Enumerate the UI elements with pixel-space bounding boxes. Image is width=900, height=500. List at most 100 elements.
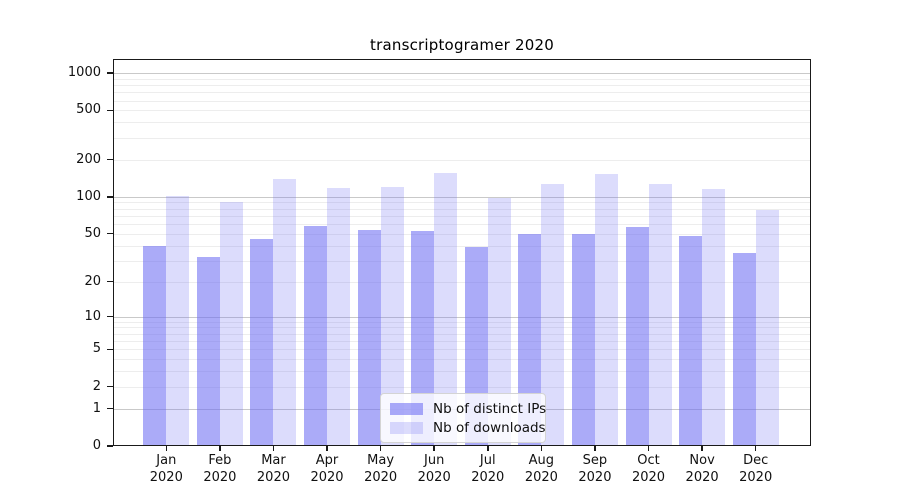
x-tick-mark-oct-2020 (647, 446, 650, 451)
minor-gridline-600 (113, 100, 811, 102)
bar-nb-of-downloads-may-2020 (380, 187, 404, 446)
bar-nb-of-downloads-jul-2020 (487, 197, 511, 446)
major-gridline-1000 (113, 73, 811, 74)
minor-gridline-70 (113, 215, 811, 217)
x-tick-label-oct-2020: Oct 2020 (631, 453, 666, 485)
x-tick-mark-jan-2020 (165, 446, 168, 451)
bar-nb-of-downloads-oct-2020 (648, 183, 672, 446)
bar-nb-of-downloads-nov-2020 (702, 188, 726, 446)
bar-nb-of-distinct-ips-oct-2020 (625, 226, 649, 446)
bar-nb-of-distinct-ips-nov-2020 (679, 235, 703, 446)
minor-gridline-8 (113, 327, 811, 329)
x-tick-mark-jun-2020 (433, 446, 435, 451)
minor-gridline-500 (113, 110, 811, 112)
bar-nb-of-downloads-feb-2020 (219, 201, 243, 446)
y-tick-label-50: 50 (84, 225, 101, 241)
minor-gridline-800 (113, 85, 811, 87)
bar-nb-of-distinct-ips-aug-2020 (518, 233, 542, 446)
x-tick-label-mar-2020: Mar 2020 (256, 453, 290, 485)
y-tick-mark-0 (107, 445, 113, 447)
y-tick-mark-100 (107, 196, 113, 198)
legend-swatch-distinct-ips (390, 402, 423, 415)
bar-nb-of-distinct-ips-sep-2020 (571, 233, 595, 446)
y-tick-label-0: 0 (92, 438, 101, 453)
y-tick-label-5: 5 (92, 341, 101, 357)
bar-nb-of-downloads-jun-2020 (434, 172, 458, 446)
legend-swatch-downloads (390, 421, 423, 434)
y-tick-mark-500 (107, 109, 113, 112)
x-tick-mark-jul-2020 (487, 446, 489, 451)
minor-gridline-3 (113, 371, 811, 373)
bar-nb-of-distinct-ips-dec-2020 (732, 252, 756, 446)
minor-gridline-90 (113, 202, 811, 204)
bar-nb-of-downloads-jan-2020 (166, 195, 190, 446)
y-tick-label-100: 100 (76, 188, 101, 204)
x-tick-label-jan-2020: Jan 2020 (149, 453, 183, 485)
minor-gridline-5 (113, 349, 811, 351)
x-tick-mark-mar-2020 (272, 446, 275, 451)
minor-gridline-80 (113, 208, 811, 210)
bar-nb-of-distinct-ips-mar-2020 (250, 239, 274, 446)
minor-gridline-7 (113, 333, 811, 335)
bar-nb-of-downloads-dec-2020 (755, 210, 779, 446)
x-tick-label-may-2020: May 2020 (364, 453, 398, 485)
minor-gridline-2 (113, 386, 811, 388)
bar-nb-of-downloads-mar-2020 (273, 178, 297, 446)
x-tick-mark-sep-2020 (594, 446, 596, 451)
minor-gridline-200 (113, 159, 811, 161)
y-tick-mark-2 (107, 385, 113, 388)
minor-gridline-30 (113, 260, 811, 262)
legend-item-downloads: Nb of downloads (390, 418, 546, 437)
x-tick-mark-feb-2020 (219, 446, 221, 451)
y-tick-mark-1 (107, 407, 113, 410)
legend-label-distinct-ips: Nb of distinct IPs (433, 400, 547, 417)
bar-nb-of-distinct-ips-feb-2020 (196, 257, 220, 446)
y-tick-mark-50 (107, 232, 113, 235)
x-tick-label-jul-2020: Jul 2020 (471, 453, 505, 485)
bar-nb-of-distinct-ips-jun-2020 (411, 230, 435, 446)
x-tick-label-sep-2020: Sep 2020 (578, 453, 612, 485)
chart-title: transcriptogramer 2020 (370, 36, 554, 54)
major-gridline-10 (113, 316, 811, 318)
minor-gridline-4 (113, 359, 811, 361)
bar-nb-of-distinct-ips-jan-2020 (143, 245, 167, 446)
minor-gridline-20 (113, 281, 811, 283)
legend-label-downloads: Nb of downloads (433, 419, 546, 436)
y-tick-mark-20 (107, 280, 113, 283)
bar-nb-of-distinct-ips-apr-2020 (304, 225, 328, 446)
x-tick-label-nov-2020: Nov 2020 (685, 453, 719, 485)
legend-item-distinct-ips: Nb of distinct IPs (390, 399, 546, 418)
x-tick-mark-aug-2020 (540, 446, 543, 451)
y-tick-label-1: 1 (92, 400, 101, 416)
minor-gridline-900 (113, 78, 811, 80)
x-tick-label-jun-2020: Jun 2020 (417, 453, 451, 485)
major-gridline-100 (113, 196, 811, 198)
x-tick-mark-apr-2020 (326, 446, 328, 451)
y-tick-label-1000: 1000 (67, 65, 101, 80)
y-tick-label-2: 2 (92, 378, 101, 394)
minor-gridline-700 (113, 92, 811, 94)
y-tick-mark-1000 (107, 72, 113, 74)
minor-gridline-6 (113, 340, 811, 342)
y-tick-label-10: 10 (84, 308, 101, 324)
x-tick-label-feb-2020: Feb 2020 (203, 453, 237, 485)
y-tick-mark-10 (107, 315, 113, 318)
y-tick-label-200: 200 (76, 151, 101, 167)
x-tick-mark-nov-2020 (701, 446, 703, 451)
y-tick-label-20: 20 (84, 273, 101, 289)
x-tick-label-dec-2020: Dec 2020 (739, 453, 773, 485)
minor-gridline-50 (113, 233, 811, 235)
minor-gridline-9 (113, 321, 811, 323)
minor-gridline-40 (113, 245, 811, 247)
y-tick-label-500: 500 (76, 102, 101, 118)
minor-gridline-300 (113, 137, 811, 139)
y-tick-mark-5 (107, 348, 113, 350)
plot-area: Nb of distinct IPs Nb of downloads (113, 59, 811, 446)
x-tick-label-apr-2020: Apr 2020 (310, 453, 344, 485)
x-tick-mark-may-2020 (379, 446, 382, 451)
minor-gridline-400 (113, 122, 811, 124)
x-tick-label-aug-2020: Aug 2020 (524, 453, 558, 485)
bar-nb-of-downloads-aug-2020 (541, 184, 565, 446)
y-tick-mark-200 (107, 158, 113, 161)
